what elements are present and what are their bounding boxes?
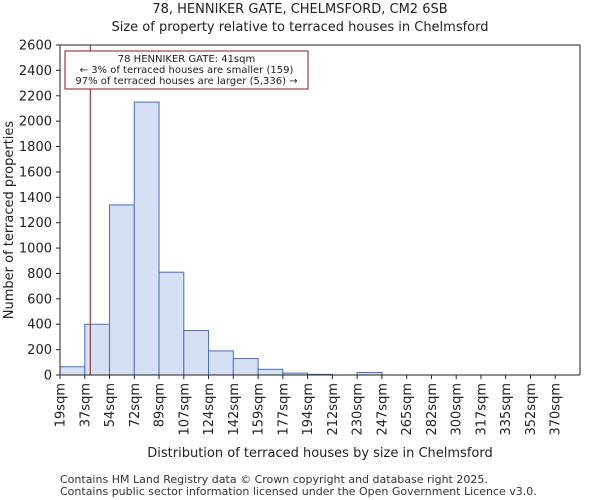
- x-tick-label: 230sqm: [351, 383, 366, 436]
- y-tick-label: 0: [44, 369, 52, 384]
- x-tick-label: 89sqm: [153, 383, 168, 427]
- x-tick-label: 107sqm: [177, 383, 192, 436]
- annotation-line-1: 78 HENNIKER GATE: 41sqm: [118, 54, 255, 65]
- y-tick-label: 1200: [19, 216, 52, 231]
- x-tick-label: 300sqm: [450, 383, 465, 436]
- y-tick-label: 2000: [19, 115, 52, 130]
- x-tick-label: 335sqm: [499, 383, 514, 436]
- y-tick-label: 200: [27, 343, 52, 358]
- x-tick-label: 159sqm: [252, 383, 267, 436]
- y-tick-label: 2200: [19, 89, 52, 104]
- y-tick-label: 1400: [19, 191, 52, 206]
- bars-group: [59, 101, 383, 376]
- x-tick-label: 177sqm: [276, 383, 291, 436]
- y-tick-label: 400: [27, 318, 52, 333]
- x-tick-label: 352sqm: [524, 383, 539, 436]
- bar-107sqm: [183, 330, 210, 376]
- x-tick-label: 142sqm: [227, 383, 242, 436]
- x-tick-label: 124sqm: [202, 383, 217, 436]
- y-tick-label: 2400: [19, 64, 52, 79]
- x-tick-label: 194sqm: [301, 383, 316, 436]
- x-tick-label: 370sqm: [549, 383, 564, 436]
- y-tick-label: 600: [27, 292, 52, 307]
- axes-group: [59, 44, 581, 376]
- bar-54sqm: [109, 204, 135, 376]
- x-tick-label: 37sqm: [78, 383, 93, 427]
- y-tick-label: 1600: [19, 165, 52, 180]
- y-tick-label: 1800: [19, 140, 52, 155]
- x-ticks-group: 19sqm 37sqm 54sqm 72sqm 89sqm 107sqm 124sqm 142…: [54, 375, 564, 436]
- bar-124sqm: [208, 350, 234, 376]
- annotation-group: 78 HENNIKER GATE: 41sqm← 3% of terraced …: [64, 50, 309, 90]
- bar-37sqm: [84, 323, 111, 376]
- x-tick-label: 72sqm: [128, 383, 143, 427]
- annotation-box: [64, 50, 309, 90]
- x-tick-label: 54sqm: [103, 383, 118, 427]
- chart-subtitle: Size of property relative to terraced ho…: [111, 20, 489, 35]
- x-tick-label: 247sqm: [375, 383, 390, 436]
- bar-142sqm: [232, 358, 259, 376]
- x-tick-label: 19sqm: [54, 383, 69, 427]
- y-tick-label: 1000: [19, 242, 52, 257]
- footer-line-1: Contains HM Land Registry data © Crown c…: [60, 473, 488, 486]
- x-tick-label: 317sqm: [474, 383, 489, 436]
- chart-title: 78, HENNIKER GATE, CHELMSFORD, CM2 6SB: [152, 2, 448, 17]
- x-tick-label: 265sqm: [400, 383, 415, 436]
- bar-72sqm: [133, 101, 160, 376]
- bar-19sqm: [59, 366, 86, 376]
- x-tick-label: 212sqm: [326, 383, 341, 436]
- x-axis-label: Distribution of terraced houses by size …: [147, 446, 493, 461]
- annotation-line-3: 97% of terraced houses are larger (5,336…: [75, 76, 297, 87]
- y-tick-label: 800: [27, 267, 52, 282]
- annotation-line-2: ← 3% of terraced houses are smaller (159…: [80, 65, 294, 76]
- x-tick-label: 282sqm: [425, 383, 440, 436]
- footer-line-2: Contains public sector information licen…: [60, 485, 537, 498]
- y-ticks-group: 0 200 400 600 800 1000 1200 1400 1600 1800 2000 220…: [19, 39, 60, 384]
- bar-89sqm: [158, 271, 185, 376]
- y-tick-label: 2600: [19, 39, 52, 54]
- bar-159sqm: [257, 368, 284, 376]
